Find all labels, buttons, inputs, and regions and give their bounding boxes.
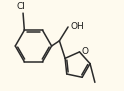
Text: Cl: Cl — [17, 2, 26, 11]
Text: O: O — [82, 47, 89, 56]
Text: OH: OH — [70, 22, 84, 31]
